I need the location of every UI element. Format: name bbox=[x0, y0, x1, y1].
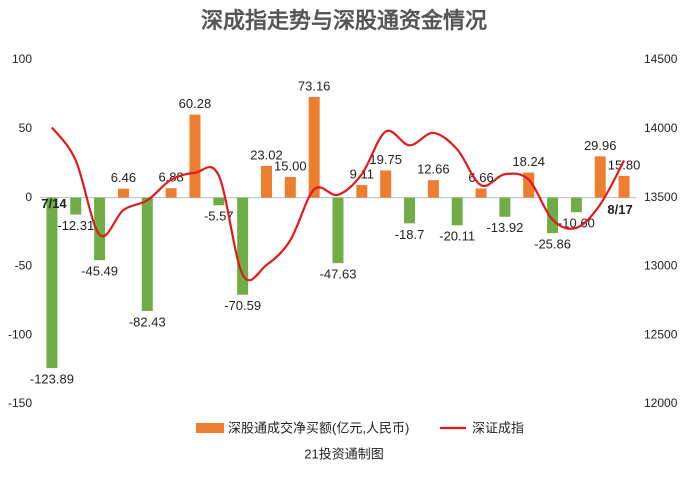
value-label: 18.24 bbox=[512, 154, 545, 169]
value-label: 6.46 bbox=[111, 170, 136, 185]
bar bbox=[213, 197, 225, 206]
bar bbox=[308, 96, 320, 198]
value-label: 15.80 bbox=[608, 157, 641, 172]
y2-tick-label: 13000 bbox=[644, 259, 678, 273]
bar bbox=[141, 197, 153, 312]
value-label: -20.11 bbox=[439, 229, 475, 244]
value-label: -12.31 bbox=[57, 218, 94, 233]
source: 21投资通制图 bbox=[304, 446, 383, 461]
value-label: -123.89 bbox=[30, 372, 74, 387]
value-label: 60.28 bbox=[179, 96, 212, 111]
index-line bbox=[51, 126, 626, 282]
legend-swatch bbox=[196, 423, 224, 433]
value-label: -82.43 bbox=[129, 314, 166, 329]
bar bbox=[189, 114, 201, 198]
bar bbox=[475, 188, 487, 198]
y2-tick-label: 13500 bbox=[644, 190, 678, 204]
x-tick-label: 8/17 bbox=[607, 202, 632, 217]
y-tick-label: 0 bbox=[25, 190, 32, 204]
bar bbox=[260, 165, 272, 198]
bar bbox=[618, 175, 630, 198]
value-label: 6.66 bbox=[468, 170, 493, 185]
value-label: 6.88 bbox=[158, 170, 183, 185]
value-label: -5.57 bbox=[204, 209, 234, 224]
bar bbox=[117, 188, 129, 198]
bar bbox=[70, 197, 82, 215]
bar bbox=[94, 197, 106, 261]
value-label: -18.7 bbox=[395, 227, 425, 242]
value-label: 29.96 bbox=[584, 138, 617, 153]
value-label: 73.16 bbox=[298, 78, 331, 93]
bar bbox=[404, 197, 416, 224]
y2-tick-label: 12000 bbox=[644, 396, 678, 410]
x-tick-label: 7/14 bbox=[41, 196, 67, 211]
y2-tick-label: 12500 bbox=[644, 327, 678, 341]
y2-tick-label: 14500 bbox=[644, 52, 678, 66]
value-label: -70.59 bbox=[224, 298, 261, 313]
bar bbox=[547, 197, 559, 234]
value-label: -25.86 bbox=[534, 237, 571, 252]
y-tick-label: 100 bbox=[12, 52, 32, 66]
value-label: 12.66 bbox=[417, 162, 450, 177]
y2-tick-label: 14000 bbox=[644, 121, 678, 135]
bar bbox=[570, 197, 582, 213]
value-label: 19.75 bbox=[369, 152, 402, 167]
y-tick-label: -150 bbox=[8, 396, 32, 410]
y-tick-label: -50 bbox=[15, 259, 33, 273]
value-label: -10.60 bbox=[558, 216, 595, 231]
bar bbox=[46, 197, 58, 369]
value-label: -47.63 bbox=[320, 267, 357, 282]
bar bbox=[523, 172, 535, 198]
value-label: 15.00 bbox=[274, 158, 307, 173]
legend-label: 深证成指 bbox=[472, 420, 524, 435]
chart-title: 深成指走势与深股通资金情况 bbox=[201, 8, 487, 33]
value-label: -45.49 bbox=[81, 264, 118, 279]
value-label: -13.92 bbox=[486, 220, 523, 235]
legend-label: 深股通成交净买额(亿元,人民币) bbox=[228, 420, 409, 435]
bar bbox=[427, 180, 439, 198]
value-label: 23.02 bbox=[250, 147, 283, 162]
bar bbox=[165, 188, 177, 198]
bar bbox=[356, 185, 368, 198]
bar bbox=[332, 197, 344, 264]
bar bbox=[380, 170, 392, 198]
bar bbox=[594, 156, 606, 198]
bar bbox=[499, 197, 511, 217]
y-tick-label: 50 bbox=[19, 121, 33, 135]
bar bbox=[284, 176, 296, 198]
y-tick-label: -100 bbox=[8, 327, 32, 341]
bar bbox=[237, 197, 249, 295]
bar bbox=[451, 197, 463, 226]
